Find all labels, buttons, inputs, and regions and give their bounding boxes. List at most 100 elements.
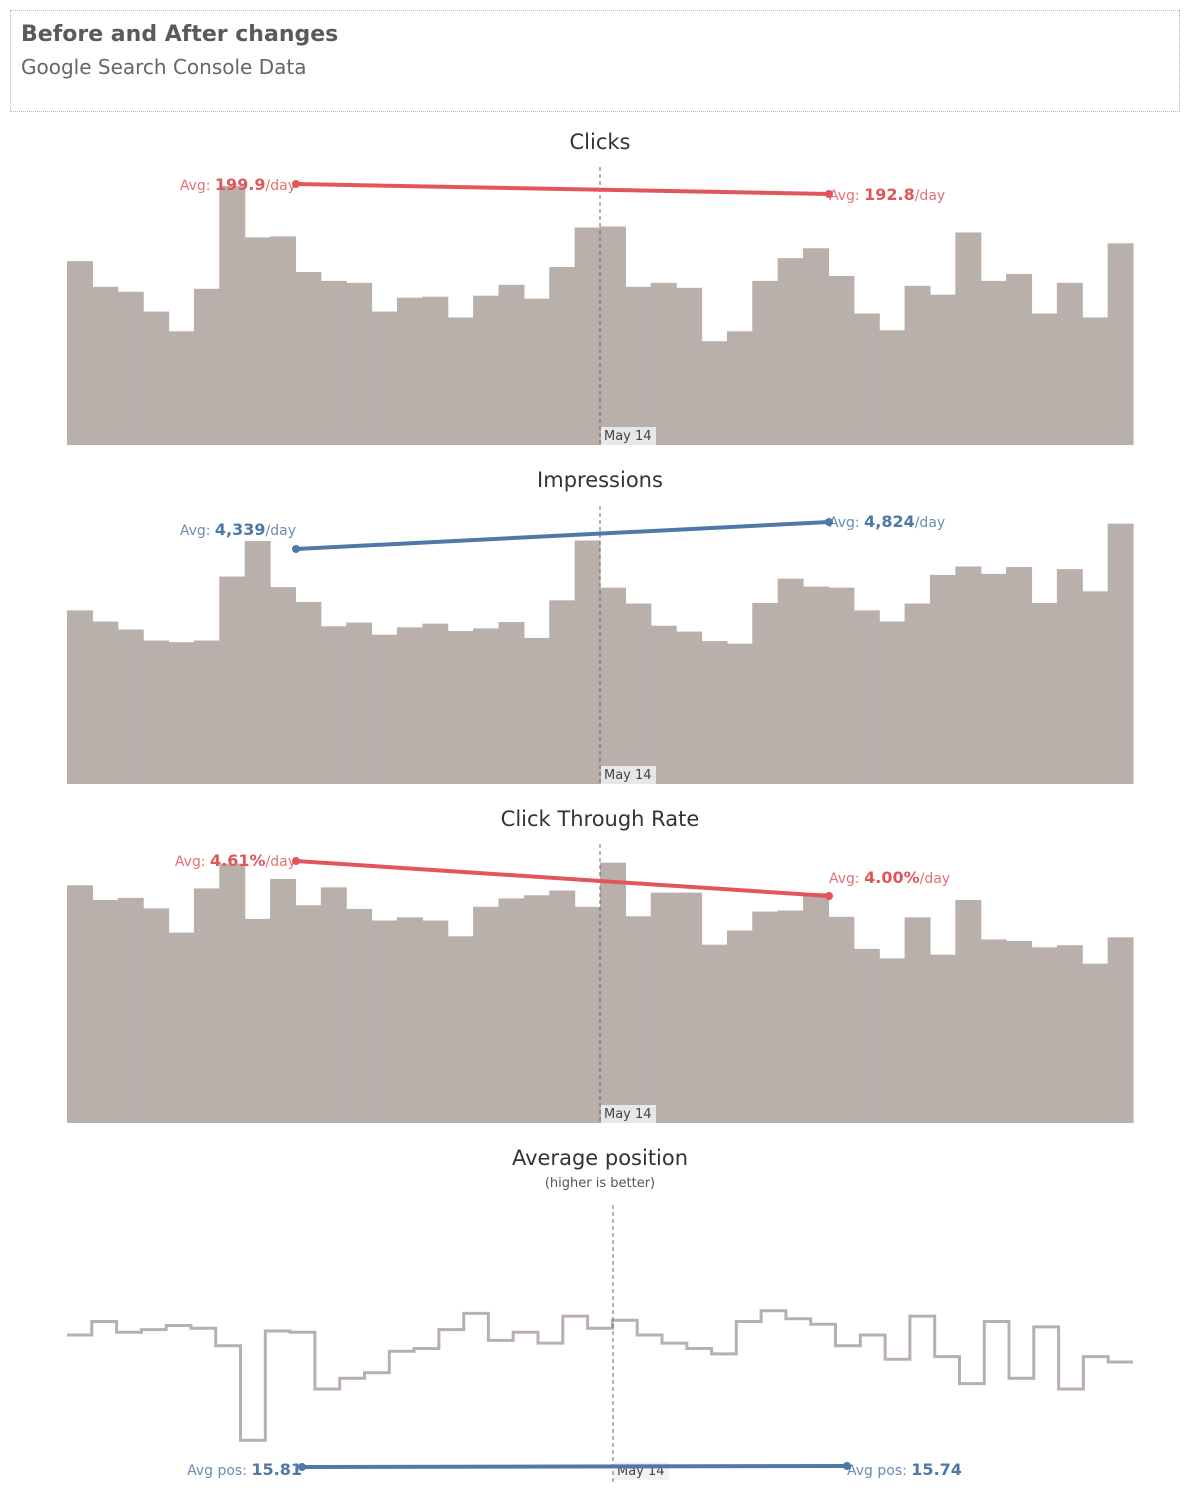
bar (396, 917, 423, 1123)
bar (422, 296, 449, 445)
bar (67, 610, 93, 784)
bar (574, 227, 601, 445)
bar (828, 916, 855, 1123)
avg-point-after (843, 1462, 851, 1470)
bar (879, 330, 906, 445)
avg-value: 4.00% (864, 868, 920, 887)
bar (803, 248, 830, 445)
chart-average-position: Average position(higher is better)May 14… (67, 1146, 1133, 1485)
chart-title: Click Through Rate (501, 807, 700, 831)
bar (625, 286, 652, 445)
bar (777, 258, 804, 445)
avg-point-before (298, 1463, 306, 1471)
bar (1082, 963, 1109, 1123)
bar (549, 267, 576, 445)
avg-point-before (292, 545, 300, 553)
bar (523, 298, 550, 445)
chart-title: Average position (512, 1146, 688, 1170)
bar (219, 185, 246, 445)
bar (701, 341, 728, 445)
avg-point-before (292, 857, 300, 865)
bar (625, 916, 652, 1123)
bar (447, 631, 474, 784)
bar (371, 634, 398, 784)
avg-point-after (825, 190, 833, 198)
bar (396, 297, 423, 445)
bar (650, 282, 677, 445)
bar (168, 642, 195, 784)
avg-prefix: Avg: (829, 871, 864, 887)
bar (726, 331, 753, 445)
bar (193, 288, 220, 445)
bar (1107, 523, 1134, 784)
date-label: May 14 (604, 768, 652, 783)
chart-subtitle: (higher is better) (545, 1176, 655, 1191)
avg-prefix: Avg: (175, 854, 210, 870)
bar (549, 890, 576, 1123)
avg-suffix: /day (266, 854, 296, 870)
bar (929, 954, 956, 1123)
bar (295, 601, 322, 784)
bar (244, 541, 271, 784)
bar (498, 284, 525, 445)
bar (117, 897, 144, 1123)
bar (422, 920, 449, 1123)
bar (1006, 273, 1033, 445)
bar (752, 602, 779, 784)
bar (650, 892, 677, 1123)
bar (143, 908, 170, 1123)
avg-value: 4.61% (210, 851, 266, 870)
avg-prefix: Avg: (829, 188, 864, 204)
bar (67, 261, 93, 445)
avg-suffix: /day (915, 188, 945, 204)
bar (726, 643, 753, 784)
bar (219, 863, 246, 1123)
avg-suffix: /day (915, 515, 945, 531)
bar (447, 936, 474, 1123)
bar (422, 623, 449, 784)
avg-label-before: Avg: 4,339/day (180, 520, 296, 539)
bar (1006, 941, 1033, 1123)
bar (803, 586, 830, 784)
bar (574, 540, 601, 784)
bar (929, 574, 956, 784)
bar (1082, 591, 1109, 784)
bar (371, 920, 398, 1123)
bar (904, 917, 931, 1123)
bar (600, 226, 626, 445)
bar (346, 908, 373, 1123)
bar (1031, 947, 1058, 1123)
bar (346, 622, 373, 784)
bar (473, 295, 500, 445)
bar (346, 282, 373, 445)
bar (270, 878, 297, 1123)
bar (676, 892, 703, 1123)
bar (193, 888, 220, 1123)
avg-trend-line (295, 859, 830, 898)
avg-label-after: Avg: 4.00%/day (829, 868, 950, 887)
bar (701, 944, 728, 1123)
bar (193, 640, 220, 784)
bar (1082, 317, 1109, 445)
bar (117, 629, 144, 784)
avg-prefix: Avg: (829, 515, 864, 531)
bar (955, 566, 982, 784)
bar (828, 587, 855, 784)
avg-label-before: Avg: 199.9/day (180, 175, 296, 194)
avg-prefix: Avg: (180, 178, 215, 194)
bar (904, 603, 931, 784)
bar (777, 910, 804, 1123)
bar (473, 906, 500, 1123)
bar (371, 311, 398, 445)
avg-label-after: Avg: 4,824/day (829, 512, 945, 531)
bar (295, 271, 322, 445)
avg-point-after (825, 892, 833, 900)
bar (523, 637, 550, 784)
bar (600, 862, 626, 1123)
bar (1006, 566, 1033, 784)
avg-label-before: Avg pos: 15.81 (187, 1460, 302, 1479)
series-line (67, 1309, 1133, 1442)
bar (168, 331, 195, 445)
bar (473, 628, 500, 784)
